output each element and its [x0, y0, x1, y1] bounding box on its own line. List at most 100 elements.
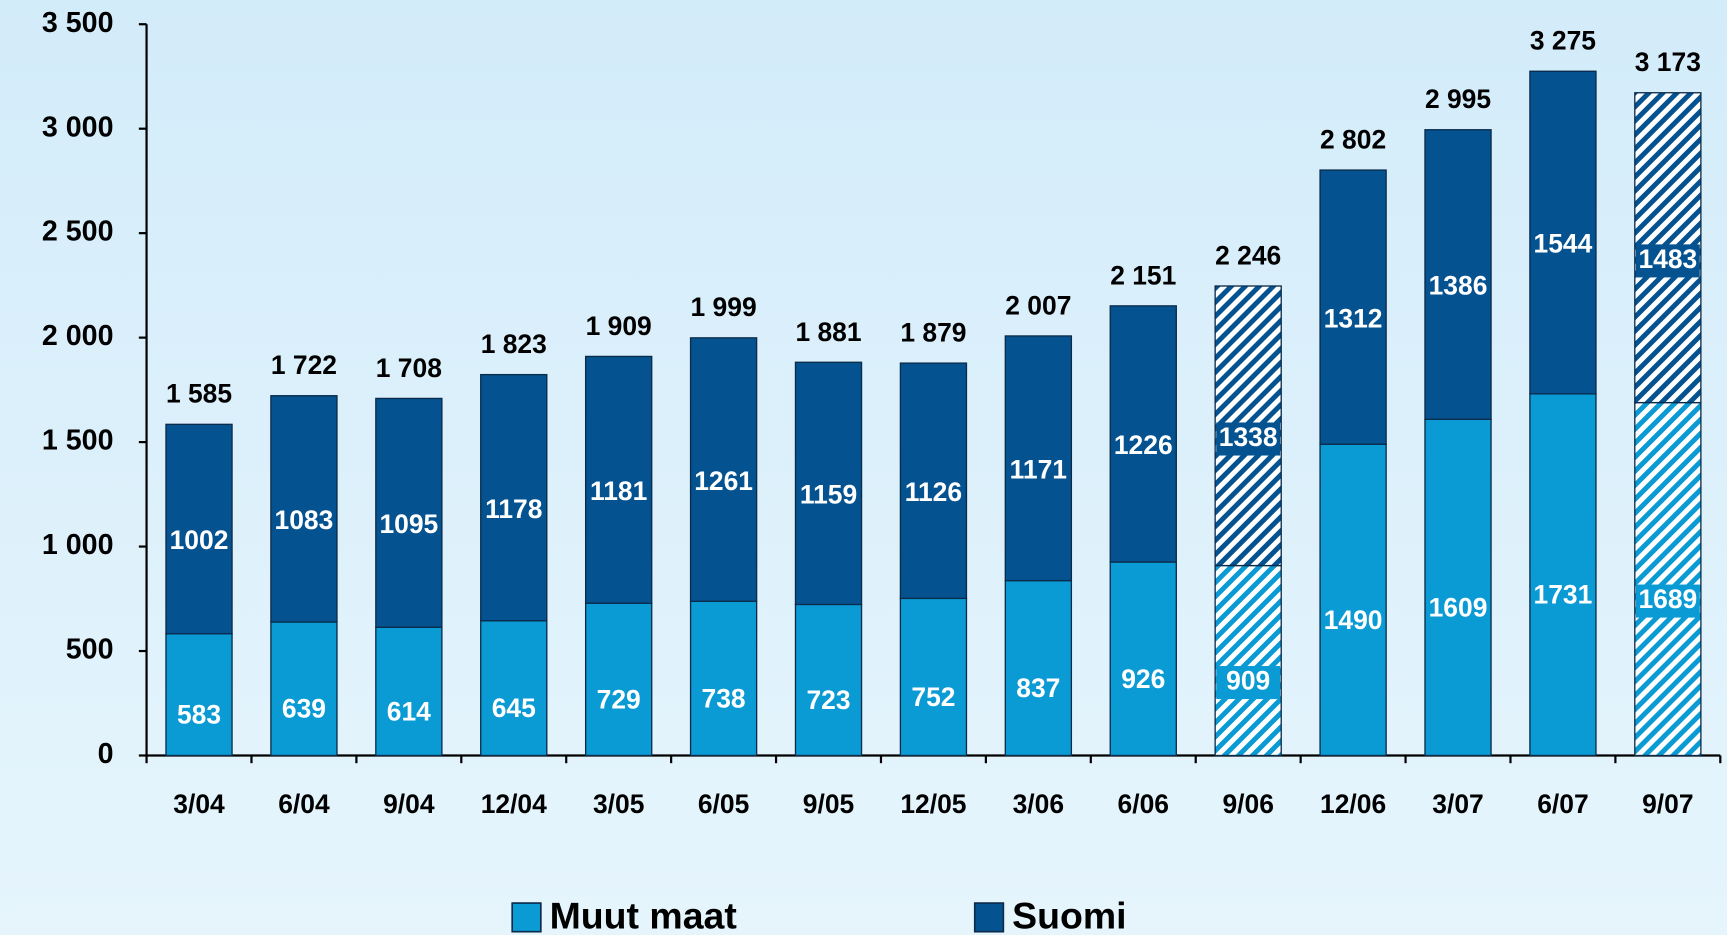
- data-label: 1126: [905, 477, 962, 507]
- x-tick-label: 9/06: [1222, 789, 1273, 819]
- data-label: 1386: [1429, 271, 1488, 301]
- bar-segment: [1424, 418, 1492, 757]
- bar-segment: [1319, 169, 1387, 445]
- data-label: 837: [1016, 673, 1060, 703]
- data-label: 1181: [590, 476, 647, 506]
- data-label: 1178: [485, 494, 542, 524]
- bar-segment: [1109, 305, 1177, 563]
- bar-segment: [480, 620, 548, 757]
- data-label: 1689: [1638, 584, 1697, 614]
- data-label: 1083: [275, 505, 334, 535]
- bar-segment: [899, 362, 968, 600]
- label-bg: [1216, 422, 1281, 456]
- bar-segment: [270, 395, 338, 623]
- data-label: 1483: [1638, 244, 1697, 274]
- y-tick-label: 0: [98, 738, 114, 770]
- y-tick-label: 3 000: [42, 111, 114, 143]
- x-tick-label: 3/05: [593, 789, 644, 819]
- data-label: 1490: [1324, 605, 1383, 635]
- total-label: 1 722: [271, 350, 337, 380]
- bar-segment: [689, 600, 758, 757]
- data-label: 1338: [1219, 422, 1278, 452]
- y-tick-label: 500: [66, 634, 114, 666]
- y-tick-label: 1 000: [42, 529, 114, 561]
- total-label: 1 999: [691, 292, 757, 322]
- bar-segment: [165, 633, 233, 757]
- data-label: 1095: [379, 509, 438, 539]
- y-tick-label: 1 500: [42, 425, 114, 457]
- data-label: 583: [177, 700, 221, 730]
- x-tick-label: 6/06: [1118, 789, 1169, 819]
- x-tick-label: 12/04: [481, 789, 547, 819]
- total-label: 2 007: [1005, 291, 1071, 321]
- x-tick-label: 9/07: [1642, 789, 1693, 819]
- data-label: 1544: [1534, 229, 1593, 259]
- x-tick-label: 12/05: [900, 789, 966, 819]
- x-tick-label: 6/04: [278, 789, 330, 819]
- bar-segment: [1004, 579, 1073, 757]
- data-label: 1261: [694, 466, 753, 496]
- bar-segment: [1214, 564, 1282, 757]
- data-label: 1312: [1324, 303, 1383, 333]
- x-tick-label: 6/07: [1537, 789, 1588, 819]
- bar-segment: [1529, 70, 1597, 395]
- bar-segment: [794, 361, 863, 606]
- legend-label: Muut maat: [550, 894, 738, 935]
- label-bg: [1635, 244, 1700, 278]
- bar-segment: [899, 597, 968, 757]
- legend-label: Suomi: [1012, 894, 1126, 935]
- bar-segment: [480, 373, 548, 622]
- bar-segment: [375, 626, 443, 757]
- bar-segment: [584, 602, 653, 757]
- data-label: 1609: [1429, 592, 1488, 622]
- x-tick-label: 3/06: [1013, 789, 1064, 819]
- legend-swatch: [973, 902, 1005, 933]
- legend-swatch: [511, 902, 542, 933]
- total-label: 3 275: [1530, 26, 1596, 56]
- total-label: 2 151: [1110, 260, 1176, 290]
- data-label: 614: [387, 696, 431, 726]
- bar-segment: [270, 621, 338, 757]
- y-tick-label: 2 000: [42, 320, 114, 352]
- data-label: 723: [806, 685, 850, 715]
- data-label: 645: [492, 693, 536, 723]
- bar-segment: [689, 337, 758, 602]
- x-tick-label: 3/07: [1432, 789, 1483, 819]
- bar-segment: [584, 355, 653, 604]
- total-label: 1 585: [166, 379, 232, 409]
- bar-segment: [794, 603, 863, 757]
- x-tick-label: 9/04: [383, 789, 435, 819]
- total-label: 1 879: [900, 317, 966, 347]
- bar-segment: [1634, 401, 1702, 757]
- data-label: 1226: [1114, 430, 1173, 460]
- data-label: 1002: [170, 525, 229, 555]
- total-label: 2 802: [1320, 124, 1386, 154]
- x-tick-label: 6/05: [698, 789, 749, 819]
- total-label: 2 995: [1425, 84, 1491, 114]
- bar-segment: [1424, 129, 1492, 420]
- y-tick-label: 3 500: [42, 7, 114, 39]
- bar-segment: [1109, 561, 1177, 757]
- total-label: 1 823: [481, 329, 547, 359]
- bar-segment: [1004, 335, 1073, 582]
- data-label: 1171: [1010, 454, 1067, 484]
- total-label: 1 909: [586, 311, 652, 341]
- x-tick-label: 3/04: [173, 789, 225, 819]
- data-label: 926: [1121, 664, 1165, 694]
- bar-segment: [1529, 393, 1597, 757]
- data-label: 639: [282, 694, 326, 724]
- total-label: 2 246: [1215, 241, 1281, 271]
- x-tick-label: 9/05: [803, 789, 854, 819]
- total-label: 1 881: [795, 317, 861, 347]
- total-label: 3 173: [1635, 47, 1701, 77]
- data-label: 909: [1226, 666, 1270, 696]
- total-label: 1 708: [376, 353, 442, 383]
- data-label: 1159: [800, 480, 857, 510]
- bar-segment: [165, 423, 233, 635]
- bar-segment: [1319, 443, 1387, 757]
- y-tick-label: 2 500: [42, 216, 114, 248]
- data-label: 752: [911, 682, 955, 712]
- bar-segment: [375, 397, 443, 628]
